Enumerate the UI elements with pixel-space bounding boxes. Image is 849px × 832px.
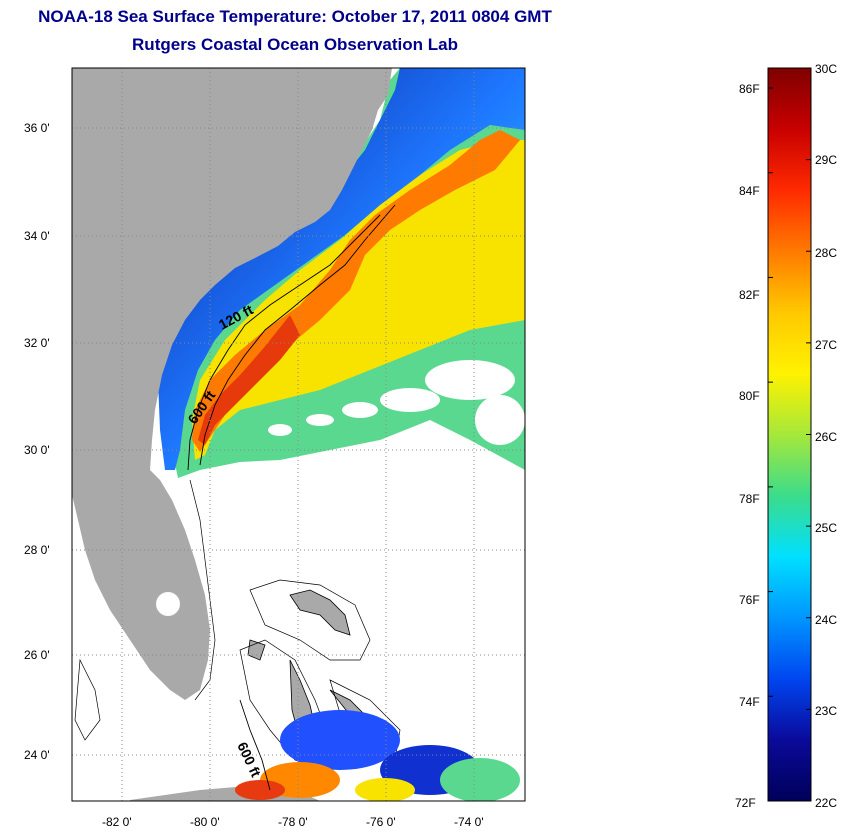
contour-600ft-south-line	[239, 699, 271, 791]
map-subtitle: Rutgers Coastal Ocean Observation Lab	[132, 35, 458, 54]
colorbar-c-label: 29C	[815, 153, 838, 167]
colorbar-f-label: 72F	[735, 796, 756, 810]
colorbar-f-label: 76F	[739, 593, 760, 607]
colorbar-c-label: 24C	[815, 613, 838, 627]
colorbar-c-label: 22C	[815, 796, 838, 810]
contour-600ft-line	[199, 204, 396, 466]
colorbar-f-label: 82F	[739, 288, 760, 302]
map-title: NOAA-18 Sea Surface Temperature: October…	[38, 7, 552, 26]
colorbar-f-label: 84F	[739, 184, 760, 198]
lat-label: 32 0'	[24, 336, 50, 350]
colorbar-c-label: 25C	[815, 521, 838, 535]
colorbar-c-label: 26C	[815, 430, 838, 444]
lat-label: 24 0'	[24, 748, 50, 762]
latitude-labels: 36 0' 34 0' 32 0' 30 0' 28 0' 26 0' 24 0…	[24, 121, 50, 762]
lon-label: -76 0'	[366, 815, 396, 829]
sst-south-patches	[235, 710, 520, 801]
lat-label: 30 0'	[24, 443, 50, 457]
longitude-labels: -82 0' -80 0' -78 0' -76 0' -74 0'	[102, 815, 484, 829]
colorbar-c-label: 28C	[815, 246, 838, 260]
frame-ticks	[71, 67, 526, 802]
lon-label: -78 0'	[278, 815, 308, 829]
colorbar-f-label: 74F	[739, 695, 760, 709]
colorbar-ticks	[768, 67, 811, 802]
lon-label: -80 0'	[190, 815, 220, 829]
land-us-southeast	[72, 68, 392, 700]
colorbar-c-label: 27C	[815, 338, 838, 352]
lat-label: 34 0'	[24, 229, 50, 243]
sst-red-core	[198, 315, 300, 445]
sst-gulf-stream	[192, 130, 520, 452]
lon-label: -82 0'	[102, 815, 132, 829]
lat-label: 28 0'	[24, 543, 50, 557]
lat-label: 26 0'	[24, 648, 50, 662]
lat-label: 36 0'	[24, 121, 50, 135]
colorbar-c-label: 23C	[815, 704, 838, 718]
colorbar-f-label: 80F	[739, 389, 760, 403]
colorbar-f-label: 86F	[739, 82, 760, 96]
lake-okeechobee	[156, 592, 180, 616]
colorbar	[767, 67, 812, 802]
colorbar-f-label: 78F	[739, 492, 760, 506]
cloud-speckle	[268, 360, 525, 445]
colorbar-c-label: 30C	[815, 62, 838, 76]
lon-label: -74 0'	[454, 815, 484, 829]
contour-120ft-line	[187, 214, 381, 471]
sst-warm-band	[192, 140, 525, 460]
